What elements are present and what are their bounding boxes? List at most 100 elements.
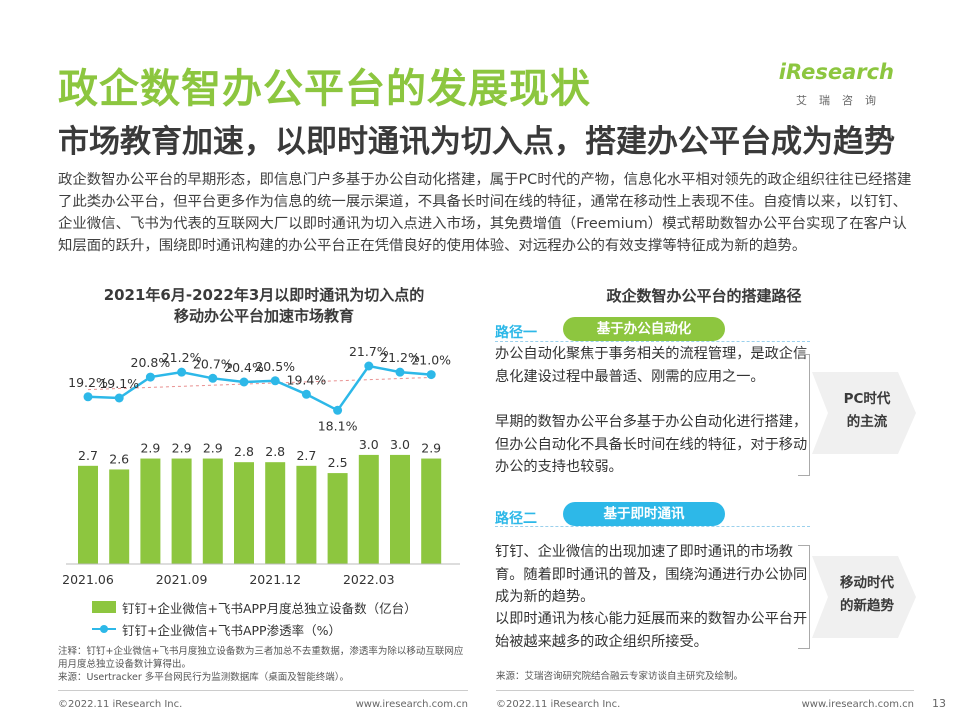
line-point xyxy=(208,373,218,383)
bar-value-label: 2.5 xyxy=(328,455,348,470)
line-value-label: 20.8% xyxy=(131,355,171,370)
bar xyxy=(202,458,223,564)
x-tick-label: 2021.06 xyxy=(62,572,114,587)
logo-brand: iResearch xyxy=(778,60,894,84)
route1-result-chevron xyxy=(812,372,916,454)
x-tick-label: 2021.09 xyxy=(156,572,208,587)
line-point xyxy=(145,372,155,382)
page-subtitle: 市场教育加速，以即时通讯为切入点，搭建办公平台成为趋势 xyxy=(58,124,895,160)
line-value-label: 21.7% xyxy=(349,344,389,359)
bar-value-label: 3.0 xyxy=(359,437,379,452)
line-point xyxy=(114,393,124,403)
route1-label: 路径一 xyxy=(495,325,537,341)
source-line: 来源：Usertracker 多平台网民行为监测数据库（桌面及智能终端）。 xyxy=(58,672,350,683)
page-title: 政企数智办公平台的发展现状 xyxy=(58,66,591,112)
chart-title-line2: 移动办公平台加速市场教育 xyxy=(173,307,354,325)
line-value-label: 19.1% xyxy=(99,376,139,391)
chart-title-line1: 2021年6月-2022年3月以即时通讯为切入点的 xyxy=(103,286,425,304)
footer-right: ©2022.11 iResearch Inc. www.iresearch.co… xyxy=(496,690,914,718)
footer-left: ©2022.11 iResearch Inc. www.iresearch.co… xyxy=(58,690,468,718)
route1-divider xyxy=(495,341,810,342)
route2-result: 移动时代 的新趋势 xyxy=(820,572,914,622)
line-value-label: 21.0% xyxy=(411,353,451,368)
route2-text1: 钉钉、企业微信的出现加速了即时通讯的市场教育。随着即时通讯的普及，围绕沟通进行办… xyxy=(495,544,808,605)
line-value-label: 19.2% xyxy=(68,375,108,390)
route2-result-line1: 移动时代 xyxy=(840,575,894,591)
paths-title: 政企数智办公平台的搭建路径 xyxy=(606,287,802,305)
legend-item-line: 钉钉+企业微信+飞书APP渗透率（%） xyxy=(92,618,417,640)
chart-title: 2021年6月-2022年3月以即时通讯为切入点的 移动办公平台加速市场教育 xyxy=(60,285,468,327)
bar-value-label: 2.8 xyxy=(234,444,254,459)
line-value-label: 21.2% xyxy=(162,350,202,365)
line-point xyxy=(83,392,93,402)
legend-item-bars: 钉钉+企业微信+飞书APP月度总独立设备数（亿台） xyxy=(92,596,417,618)
bar-value-label: 3.0 xyxy=(390,437,410,452)
legend-bar-label: 钉钉+企业微信+飞书APP月度总独立设备数（亿台） xyxy=(122,600,417,616)
route1-result-line1: PC时代 xyxy=(843,391,891,407)
paths-source: 来源：艾瑞咨询研究院结合融云专家访谈自主研究及绘制。 xyxy=(496,671,744,682)
line-point xyxy=(301,389,311,399)
route1-result: PC时代 的主流 xyxy=(820,388,914,438)
legend-line-swatch xyxy=(92,623,116,635)
line-value-label: 20.5% xyxy=(255,359,295,374)
bar xyxy=(78,465,98,564)
line-point xyxy=(177,367,187,377)
route1-bracket xyxy=(798,354,810,476)
route2-text2: 以即时通讯为核心能力延展而来的数智办公平台开始被越来越多的政企组织所接受。 xyxy=(495,611,808,650)
line-value-label: 18.1% xyxy=(318,418,358,433)
logo-chinese: 艾瑞咨询 xyxy=(796,94,888,107)
combo-chart: 2.7 2.6 2.9 2.9 2.9 2.8 2.8 2.7 2.5 3.0 3.0 2.9 19.2… xyxy=(62,344,460,587)
line-value-label: 19.4% xyxy=(287,372,327,387)
legend-bar-swatch xyxy=(92,601,116,613)
bar xyxy=(358,454,379,564)
route2-pill: 基于即时通讯 xyxy=(563,502,725,526)
bar xyxy=(296,465,317,564)
bar-value-label: 2.6 xyxy=(109,451,129,466)
line-value-label: 21.2% xyxy=(380,350,420,365)
chart-notes: 注释：钉钉+企业微信+飞书月度独立设备数为三者加总不去重数据，渗透率为除以移动互… xyxy=(58,645,468,684)
footer-url-left[interactable]: www.iresearch.com.cn xyxy=(355,699,468,710)
line-point xyxy=(270,376,280,386)
bar xyxy=(140,458,161,564)
route1-text2: 早期的数智办公平台多基于办公自动化进行搭建，但办公自动化不具备长时间在线的特征，… xyxy=(495,414,808,475)
legend-line-label: 钉钉+企业微信+飞书APP渗透率（%） xyxy=(122,622,341,638)
bar-value-label: 2.7 xyxy=(296,448,316,463)
bar xyxy=(171,458,192,564)
bar-value-label: 2.9 xyxy=(140,441,160,456)
page-number: 13 xyxy=(932,697,946,710)
intro-paragraph: 政企数智办公平台的早期形态，即信息门户多基于办公自动化搭建，属于PC时代的产物，… xyxy=(58,172,912,254)
bar-value-label: 2.9 xyxy=(203,441,223,456)
bar xyxy=(109,469,130,564)
route2-bracket xyxy=(798,545,810,649)
bar-value-label: 2.8 xyxy=(265,444,285,459)
penetration-line xyxy=(87,364,432,412)
route1-result-line2: 的主流 xyxy=(846,414,888,430)
footer-url-right[interactable]: www.iresearch.com.cn xyxy=(801,699,914,710)
footer-copyright-right: ©2022.11 iResearch Inc. xyxy=(496,699,621,710)
line-value-label: 20.7% xyxy=(193,356,233,371)
note-line: 注释：钉钉+企业微信+飞书月度独立设备数为三者加总不去重数据，渗透率为除以移动互… xyxy=(58,646,464,670)
line-point xyxy=(333,405,343,415)
chart-legend: 钉钉+企业微信+飞书APP月度总独立设备数（亿台） 钉钉+企业微信+飞书APP渗… xyxy=(92,596,417,640)
bar-value-label: 2.9 xyxy=(172,441,192,456)
line-point xyxy=(239,377,249,387)
line-point xyxy=(364,361,374,371)
line-point xyxy=(395,367,405,377)
route2-result-line2: 的新趋势 xyxy=(840,598,894,614)
bar xyxy=(234,462,254,564)
bar xyxy=(327,473,348,564)
footer-copyright-left: ©2022.11 iResearch Inc. xyxy=(58,699,183,710)
x-tick-label: 2021.12 xyxy=(249,572,301,587)
route1-text1: 办公自动化聚焦于事务相关的流程管理，是政企信息化建设过程中最普适、刚需的应用之一… xyxy=(495,346,808,385)
bar xyxy=(421,458,442,564)
bar-value-label: 2.9 xyxy=(421,441,441,456)
line-value-label: 20.4% xyxy=(224,360,264,375)
bar xyxy=(390,454,410,564)
route2-divider xyxy=(495,526,810,527)
bar-value-label: 2.7 xyxy=(78,448,98,463)
iresearch-logo: iResearch 艾瑞咨询 xyxy=(779,60,894,112)
route2-label: 路径二 xyxy=(495,511,537,527)
route2-result-chevron xyxy=(812,556,916,638)
x-tick-label: 2022.03 xyxy=(343,572,395,587)
route1-pill: 基于办公自动化 xyxy=(563,317,725,341)
